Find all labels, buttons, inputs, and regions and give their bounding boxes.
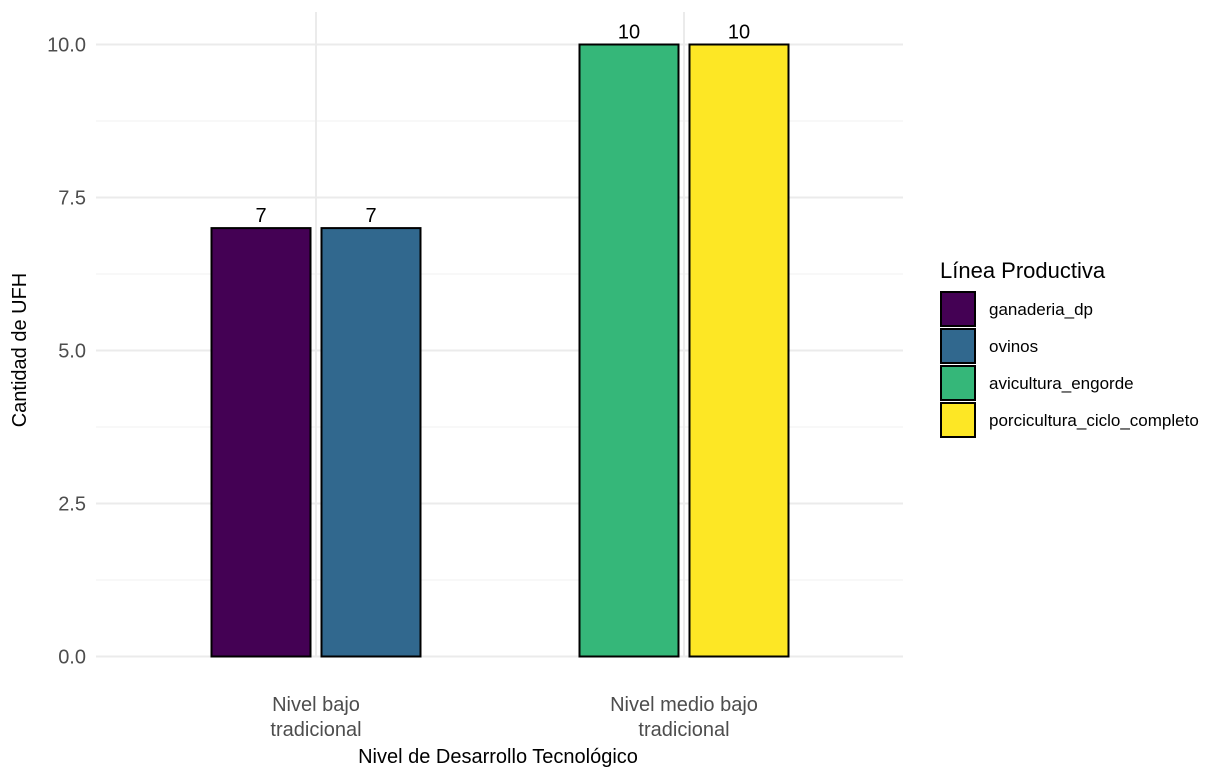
y-tick-label: 5.0 — [58, 341, 86, 363]
legend-item: porcicultura_ciclo_completo — [940, 402, 1199, 438]
bar-value-label: 7 — [365, 205, 376, 227]
bar-value-label: 7 — [255, 205, 266, 227]
y-axis-ticks: 0.0 2.5 5.0 7.5 10.0 — [47, 35, 86, 669]
legend-swatch — [940, 291, 976, 327]
legend-swatch — [940, 402, 976, 438]
legend-label: ovinos — [989, 337, 1038, 356]
x-tick-label: tradicional — [270, 719, 361, 741]
legend-label: avicultura_engorde — [989, 374, 1134, 393]
legend-item: ganaderia_dp — [940, 291, 1093, 327]
bar-value-label: 10 — [618, 22, 640, 44]
y-tick-label: 0.0 — [58, 647, 86, 669]
bar-avicultura_engorde — [578, 43, 680, 658]
y-axis-title: Cantidad de UFH — [9, 273, 31, 428]
legend-swatch — [940, 365, 976, 401]
bar-porcicultura_ciclo_completo — [688, 43, 790, 658]
legend-label: porcicultura_ciclo_completo — [989, 411, 1199, 430]
x-axis-ticks: Nivel bajo tradicional Nivel medio bajo tra… — [270, 694, 758, 741]
x-tick-label: Nivel medio bajo — [610, 694, 758, 716]
y-tick-label: 7.5 — [58, 188, 86, 210]
bar-value-label: 10 — [728, 22, 750, 44]
bar-labels: 7 7 10 10 — [255, 22, 750, 228]
y-tick-label: 2.5 — [58, 494, 86, 516]
legend-swatch — [940, 328, 976, 364]
y-tick-label: 10.0 — [47, 35, 86, 57]
legend-label: ganaderia_dp — [989, 300, 1093, 319]
legend-title: Línea Productiva — [940, 258, 1106, 283]
x-tick-label: Nivel bajo — [272, 694, 360, 716]
bar-ganaderia_dp — [210, 227, 312, 658]
legend-item: avicultura_engorde — [940, 365, 1134, 401]
legend-item: ovinos — [940, 328, 1038, 364]
bars — [210, 43, 790, 658]
x-tick-label: tradicional — [638, 719, 729, 741]
bar-ovinos — [320, 227, 422, 658]
x-axis-title: Nivel de Desarrollo Tecnológico — [358, 746, 638, 767]
